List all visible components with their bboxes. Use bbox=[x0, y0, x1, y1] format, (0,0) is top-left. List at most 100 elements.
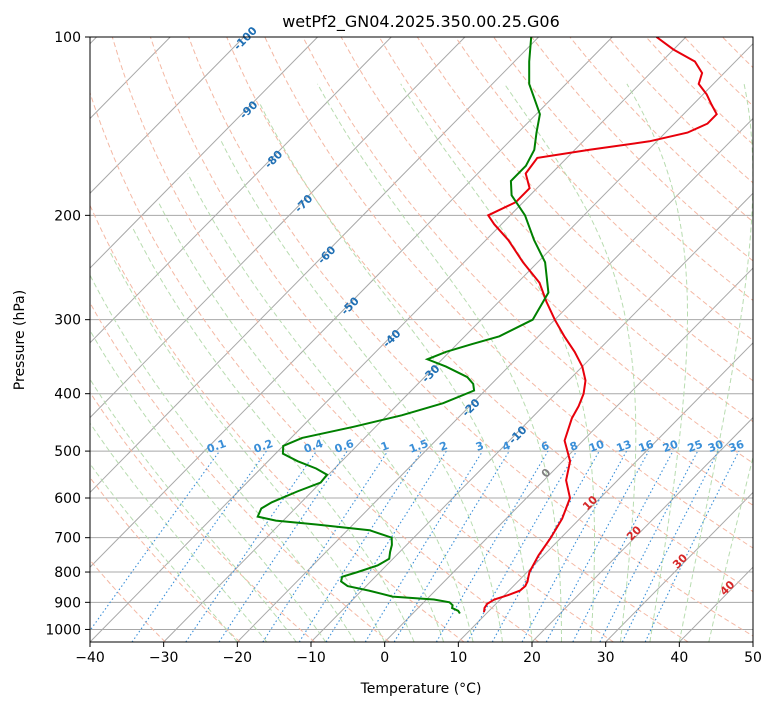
isotherm-line bbox=[457, 342, 753, 642]
dry-adiabat bbox=[455, 37, 753, 341]
grid-lines bbox=[90, 37, 753, 642]
mixing-ratio-line bbox=[131, 450, 267, 642]
moist-adiabat bbox=[157, 201, 445, 642]
isotherm-line bbox=[90, 37, 687, 642]
dry-adiabat bbox=[90, 559, 166, 642]
dry-adiabat bbox=[111, 37, 614, 642]
y-axis: 100 200 300 400 500 600 700 800 900 1000 bbox=[45, 30, 90, 638]
mixing-ratio-line bbox=[262, 450, 389, 642]
mixing-ratio-line bbox=[393, 450, 510, 642]
mixing-ratio-label: 0.2 bbox=[252, 437, 275, 456]
isotherm-line bbox=[236, 117, 753, 642]
plot-frame bbox=[89, 36, 754, 643]
moist-adiabat bbox=[220, 141, 503, 642]
mixing-ratio-label: 30 bbox=[706, 438, 725, 456]
y-tick-label: 300 bbox=[54, 313, 81, 329]
dry-adiabat bbox=[302, 37, 753, 506]
moist-adiabat bbox=[626, 83, 688, 642]
isotherm-line bbox=[605, 491, 753, 642]
isotherm-line bbox=[310, 192, 753, 642]
mixing-ratio-label: 25 bbox=[686, 438, 705, 455]
moist-adiabat bbox=[503, 83, 637, 642]
mixing-ratio-label: 0.1 bbox=[205, 437, 228, 456]
dry-adiabat bbox=[378, 37, 753, 423]
isotherm-line bbox=[90, 37, 539, 494]
mixing-ratio-line bbox=[491, 450, 600, 642]
mixing-ratio-line bbox=[298, 450, 423, 642]
mixing-ratio-label: 6 bbox=[539, 439, 551, 454]
isotherm-line bbox=[90, 37, 245, 194]
y-tick-label: 700 bbox=[54, 531, 81, 547]
dry-adiabat bbox=[493, 37, 753, 302]
mixing-ratio-line bbox=[364, 450, 484, 642]
x-tick-label: 0 bbox=[380, 650, 389, 666]
y-tick-label: 500 bbox=[54, 444, 81, 460]
dry-adiabat bbox=[90, 476, 241, 642]
dry-adiabat bbox=[90, 301, 390, 642]
dry-adiabat bbox=[149, 37, 689, 642]
moist-adiabat bbox=[132, 227, 415, 642]
isotherm-line bbox=[90, 37, 318, 269]
moist-adiabat bbox=[317, 83, 562, 642]
dry-adiabat bbox=[226, 37, 753, 593]
y-tick-label: 600 bbox=[54, 491, 81, 507]
moist-adiabat bbox=[259, 104, 533, 642]
temperature-line bbox=[483, 37, 718, 613]
x-tick-label: 40 bbox=[670, 650, 688, 666]
moist-adiabat bbox=[90, 422, 268, 642]
mixing-ratio-label: 2 bbox=[438, 439, 450, 454]
dewpoint-line bbox=[256, 37, 550, 615]
y-axis-label: Pressure (hPa) bbox=[12, 290, 28, 390]
dry-adiabats bbox=[90, 37, 753, 642]
mixing-ratio-line bbox=[621, 450, 719, 642]
x-tick-label: −30 bbox=[149, 650, 179, 666]
mixing-ratio-line bbox=[599, 450, 699, 642]
isotherm-line bbox=[531, 416, 753, 642]
dry-adiabat bbox=[90, 91, 540, 642]
chart-title: wetPf2_GN04.2025.350.00.25.G06 bbox=[282, 12, 560, 32]
data-series bbox=[256, 37, 718, 615]
mixing-ratio-label: 3 bbox=[474, 439, 486, 454]
mixing-ratio-line bbox=[644, 450, 740, 642]
moist-adiabat bbox=[708, 455, 753, 642]
dry-adiabat bbox=[188, 37, 753, 637]
moist-adiabat bbox=[90, 462, 238, 642]
mixing-ratio-label: 0.4 bbox=[302, 437, 325, 456]
mixing-ratio-label: 20 bbox=[661, 438, 680, 456]
x-tick-label: 30 bbox=[597, 650, 615, 666]
mixing-ratio-label: 13 bbox=[615, 438, 634, 455]
isotherm-line bbox=[90, 37, 613, 568]
moist-adiabat bbox=[678, 83, 753, 642]
mixing-ratio-lines bbox=[90, 450, 740, 642]
moist-adiabats bbox=[90, 83, 753, 642]
x-tick-label: −40 bbox=[75, 650, 105, 666]
x-tick-label: −20 bbox=[223, 650, 253, 666]
x-tick-label: 20 bbox=[523, 650, 541, 666]
isotherm-line bbox=[90, 37, 466, 419]
mixing-ratio-line bbox=[90, 450, 221, 632]
y-tick-label: 400 bbox=[54, 387, 81, 403]
mixing-ratio-line bbox=[218, 450, 348, 642]
mixing-ratio-label: 8 bbox=[568, 439, 580, 454]
mixing-ratio-label: 1.5 bbox=[407, 437, 430, 456]
x-tick-label: −10 bbox=[296, 650, 326, 666]
dry-adiabat bbox=[90, 391, 316, 642]
mixing-ratio-line bbox=[325, 450, 447, 642]
mixing-ratio-label: 0.6 bbox=[333, 437, 356, 456]
isotherm-line bbox=[384, 267, 753, 642]
mixing-ratio-label: 4 bbox=[501, 439, 513, 454]
y-tick-label: 100 bbox=[54, 30, 81, 46]
x-tick-label: 50 bbox=[744, 650, 762, 666]
mixing-ratio-line bbox=[185, 450, 317, 642]
y-tick-label: 1000 bbox=[45, 622, 81, 638]
y-tick-label: 200 bbox=[54, 208, 81, 224]
x-axis: −40 −30 −20 −10 0 10 20 30 40 50 bbox=[75, 642, 762, 666]
mixing-ratio-label: 36 bbox=[727, 438, 746, 456]
y-tick-label: 800 bbox=[54, 565, 81, 581]
mixing-ratio-label: 16 bbox=[637, 438, 656, 456]
x-tick-label: 10 bbox=[449, 650, 467, 666]
mixing-ratio-label: 1 bbox=[379, 439, 391, 454]
moist-adiabat bbox=[187, 173, 474, 642]
mixing-ratio-line bbox=[521, 450, 628, 642]
